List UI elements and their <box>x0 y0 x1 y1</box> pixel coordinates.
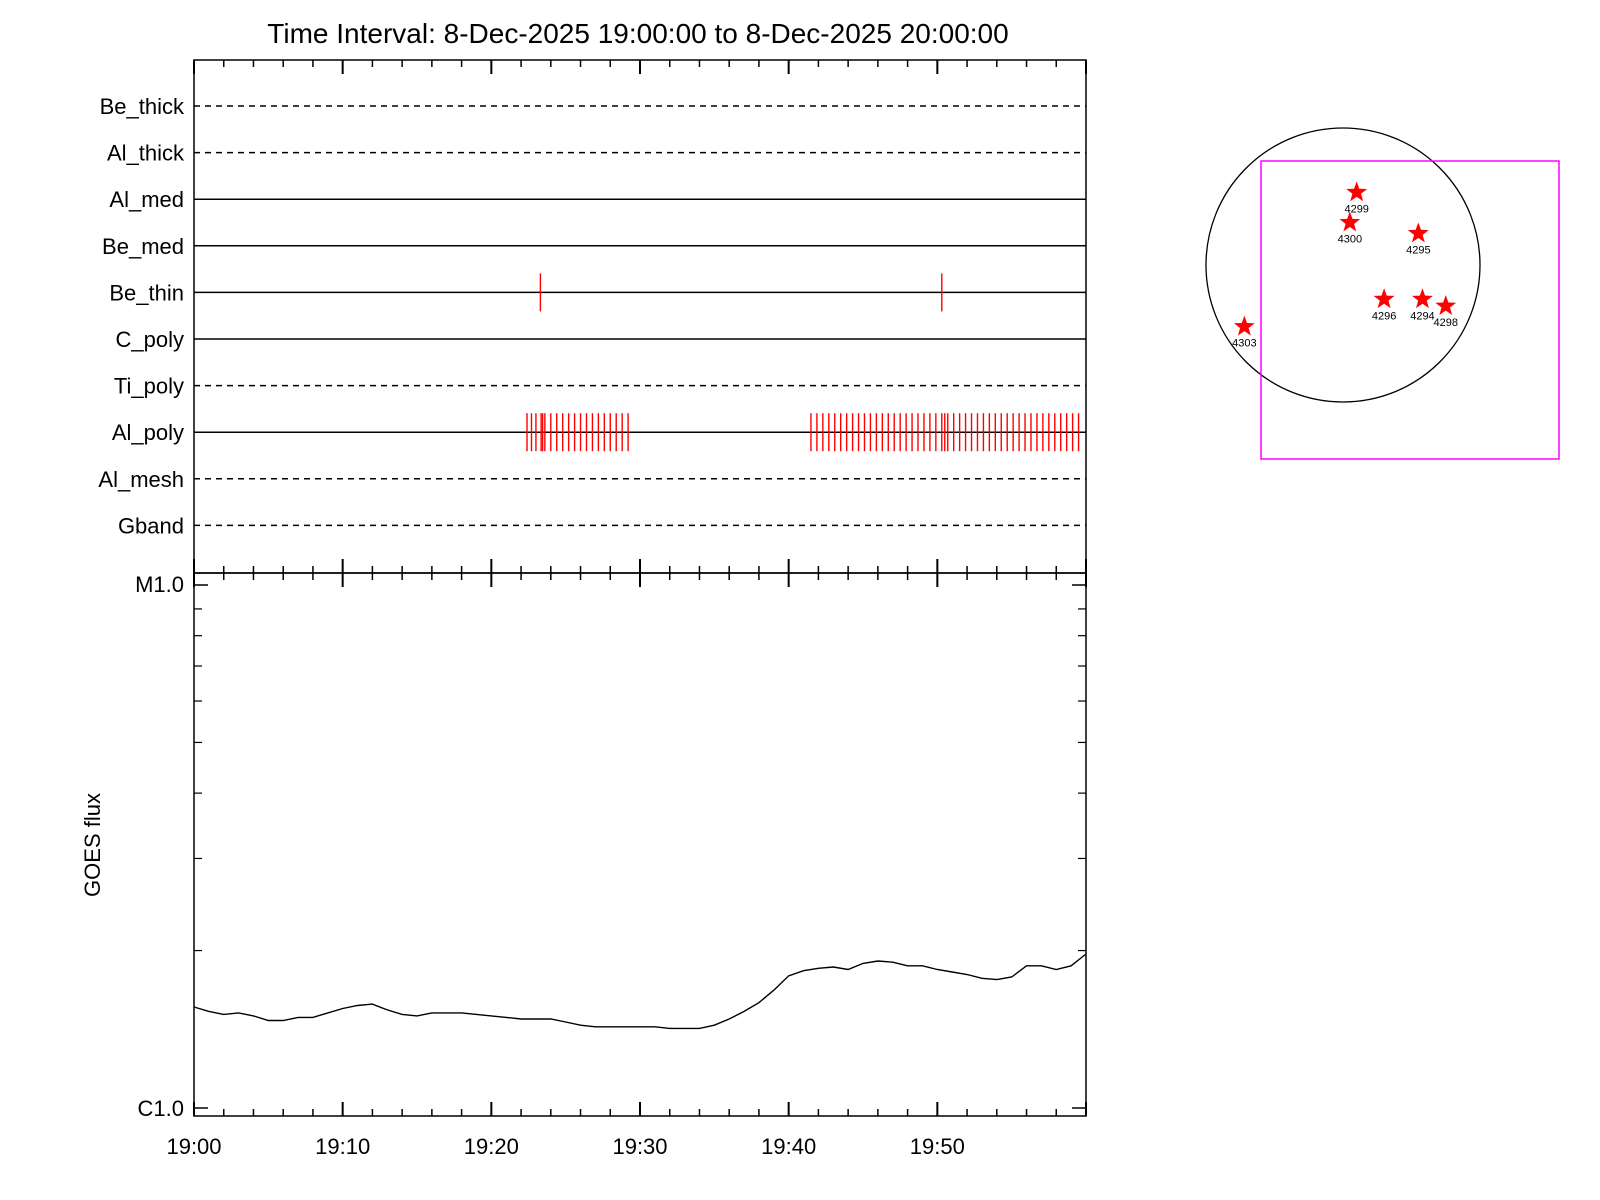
channel-label: Al_poly <box>112 420 184 445</box>
active-region-label: 4298 <box>1434 317 1458 329</box>
goes-xtick-label: 19:20 <box>464 1134 519 1159</box>
active-region: 4294 <box>1410 288 1435 322</box>
channel-label: C_poly <box>116 327 184 352</box>
goes-xtick-label: 19:00 <box>166 1134 221 1159</box>
channel-label: Be_thick <box>100 94 185 119</box>
active-region: 4298 <box>1434 295 1458 329</box>
star-icon <box>1412 288 1433 309</box>
channel-label: Gband <box>118 513 184 538</box>
star-icon <box>1435 295 1457 315</box>
goes-xtick-label: 19:30 <box>612 1134 667 1159</box>
goes-xtick-label: 19:40 <box>761 1134 816 1159</box>
channel-row: Al_poly <box>112 413 1086 452</box>
goes-xtick-label: 19:50 <box>910 1134 965 1159</box>
active-region-label: 4295 <box>1406 244 1430 256</box>
field-of-view-box <box>1260 160 1560 460</box>
star-icon <box>1233 315 1255 336</box>
active-region: 4299 <box>1344 181 1369 215</box>
event-timeline-panel: Be_thick Al_thick Al_med Be_med Be_thin C_pol… <box>98 59 1087 574</box>
goes-ytick-c1: C1.0 <box>138 1096 184 1121</box>
chart-title: Time Interval: 8-Dec-2025 19:00:00 to 8-… <box>267 18 1008 49</box>
channel-label: Al_mesh <box>98 467 184 492</box>
channel-label: Be_thin <box>109 280 184 305</box>
channel-row: Gband <box>118 513 1086 538</box>
goes-ytick-m1: M1.0 <box>135 572 184 597</box>
goes-frame <box>193 572 1087 1117</box>
channel-row: Al_thick <box>107 141 1086 166</box>
solar-disk <box>1205 127 1481 403</box>
active-region-label: 4296 <box>1372 310 1396 322</box>
channel-row: Be_thick <box>100 94 1086 119</box>
channel-row: Al_mesh <box>98 467 1086 492</box>
goes-ylabel: GOES flux <box>80 793 105 897</box>
star-icon <box>1346 181 1368 202</box>
channel-row: Be_med <box>102 234 1086 259</box>
active-region-label: 4299 <box>1344 203 1368 215</box>
channel-row: Al_med <box>109 187 1086 212</box>
active-region-label: 4300 <box>1338 234 1362 246</box>
channel-label: Be_med <box>102 234 184 259</box>
goes-flux-line <box>193 953 1087 1030</box>
channel-row: C_poly <box>116 327 1086 352</box>
active-region: 4300 <box>1338 211 1362 246</box>
channel-row: Be_thin <box>109 273 1086 312</box>
star-icon <box>1407 222 1429 243</box>
goes-xtick-label: 19:10 <box>315 1134 370 1159</box>
goes-flux-panel: M1.0 C1.0 GOES flux 19:00 19:10 19:20 19:30… <box>80 572 1087 1159</box>
timeline-frame <box>193 59 1087 574</box>
star-icon <box>1339 211 1361 232</box>
channel-label: Al_thick <box>107 141 185 166</box>
channel-label: Ti_poly <box>114 374 184 399</box>
channel-row: Ti_poly <box>114 374 1086 399</box>
active-region-label: 4303 <box>1232 338 1256 350</box>
channel-label: Al_med <box>109 187 184 212</box>
active-region: 4303 <box>1232 315 1257 350</box>
star-icon <box>1373 288 1395 309</box>
active-region-label: 4294 <box>1410 310 1434 322</box>
active-region: 4295 <box>1406 222 1431 256</box>
active-region: 4296 <box>1372 288 1396 322</box>
